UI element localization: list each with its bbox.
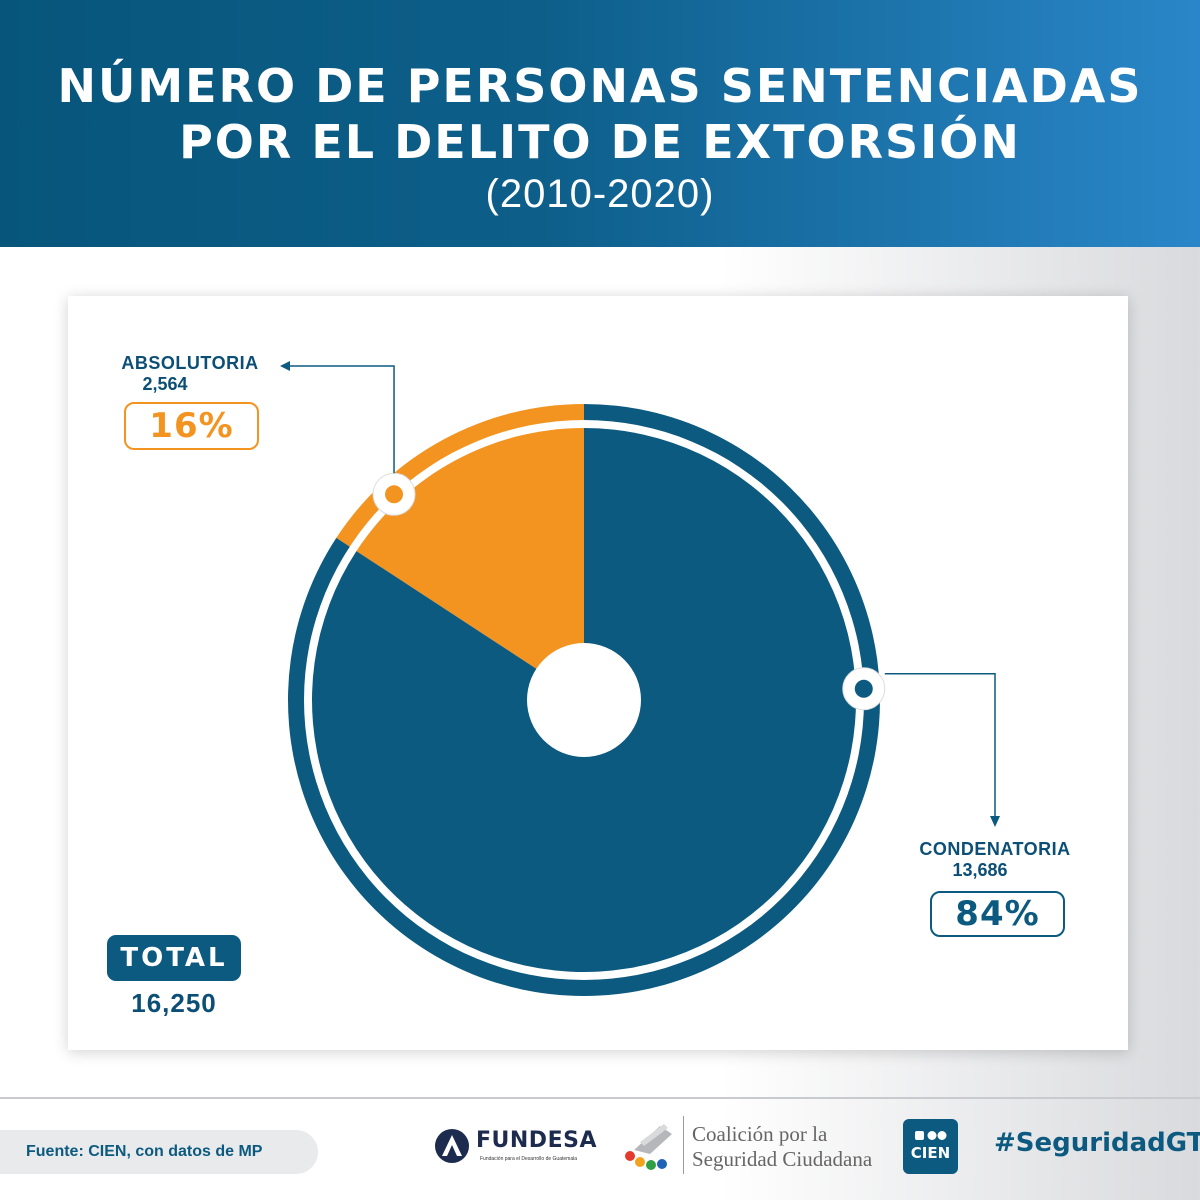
- total-badge: TOTAL: [107, 935, 241, 981]
- absolutoria-marker-dot: [385, 485, 404, 504]
- fundesa-logo-icon: [435, 1129, 469, 1163]
- absolutoria-percent: 16%: [124, 402, 259, 450]
- source-note: Fuente: CIEN, con datos de MP: [0, 1130, 318, 1174]
- chart-subtitle: (2010-2020): [485, 172, 715, 216]
- chart-title: NÚMERO DE PERSONAS SENTENCIADAS POR EL D…: [57, 59, 1143, 169]
- hashtag: #SeguridadGT: [994, 1128, 1200, 1158]
- total-value: 16,250: [131, 988, 217, 1018]
- cien-logo-icon: CIEN: [903, 1119, 958, 1174]
- header-banner: NÚMERO DE PERSONAS SENTENCIADAS POR EL D…: [0, 0, 1200, 247]
- coalicion-name: Coalición por la Seguridad Ciudadana: [692, 1122, 873, 1171]
- arrow-down-icon: [990, 816, 1000, 827]
- pie-center-hole: [527, 643, 641, 757]
- condenatoria-leader-line: [884, 673, 996, 818]
- footer-divider: [0, 1097, 1200, 1099]
- fundesa-tagline: Fundación para el Desarrollo de Guatemal…: [480, 1156, 577, 1162]
- condenatoria-label: CONDENATORIA: [919, 839, 1071, 859]
- condenatoria-count: 13,686: [952, 860, 1008, 880]
- coalicion-logo-icon: [625, 1124, 672, 1170]
- absolutoria-label: ABSOLUTORIA: [121, 353, 259, 373]
- fundesa-name: FUNDESA: [476, 1128, 597, 1153]
- absolutoria-count: 2,564: [142, 374, 188, 394]
- condenatoria-marker-dot: [854, 679, 873, 698]
- coalicion-separator: [683, 1116, 684, 1174]
- condenatoria-percent: 84%: [930, 891, 1065, 937]
- cien-name: CIEN: [910, 1144, 951, 1162]
- arrow-left-icon: [280, 361, 290, 371]
- absolutoria-leader-line: [288, 365, 395, 474]
